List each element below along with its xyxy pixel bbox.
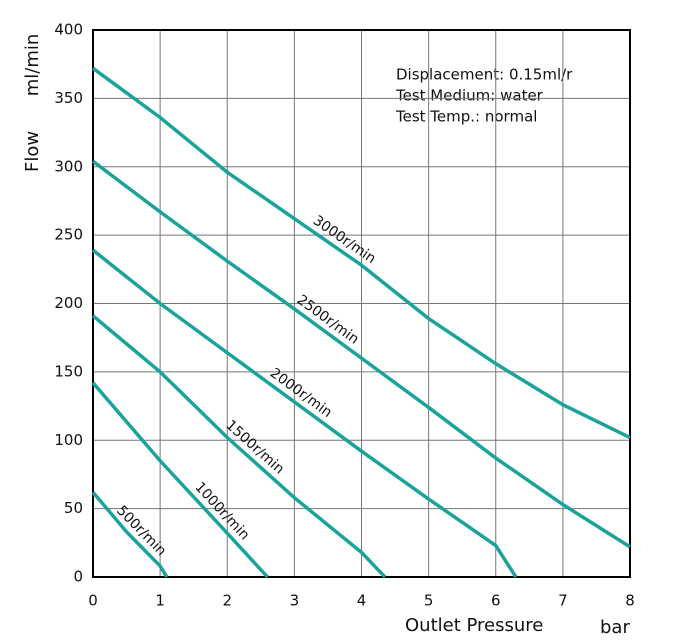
series-label: 500r/min bbox=[113, 503, 169, 560]
series-line bbox=[91, 248, 518, 578]
x-tick-label: 5 bbox=[424, 592, 434, 610]
y-tick-label: 350 bbox=[54, 89, 83, 107]
series-label: 2000r/min bbox=[267, 365, 335, 421]
x-tick-label: 0 bbox=[88, 592, 98, 610]
y-tick-label: 50 bbox=[64, 499, 83, 517]
annotation: Test Temp.: normal bbox=[395, 108, 537, 126]
x-axis-unit: bar bbox=[600, 617, 630, 638]
x-tick-label: 2 bbox=[222, 592, 232, 610]
series-line bbox=[91, 66, 631, 440]
x-axis-label: Outlet Pressure bbox=[405, 615, 543, 636]
annotation-box: Displacement: 0.15ml/r Test Medium: wate… bbox=[395, 66, 573, 126]
series-line bbox=[91, 381, 269, 579]
series-line bbox=[91, 159, 631, 549]
y-axis-unit: ml/min bbox=[22, 34, 43, 97]
series-label: 2500r/min bbox=[294, 292, 362, 348]
annotation: Displacement: 0.15ml/r bbox=[396, 66, 573, 84]
y-axis-label: Flow bbox=[22, 131, 43, 172]
x-tick-label: 7 bbox=[558, 592, 568, 610]
plot-border bbox=[92, 29, 631, 578]
y-tick-label: 100 bbox=[54, 431, 83, 449]
series-line bbox=[91, 314, 387, 579]
x-tick-label: 6 bbox=[491, 592, 501, 610]
x-tick-label: 3 bbox=[290, 592, 300, 610]
y-tick-label: 250 bbox=[54, 226, 83, 244]
annotation: Test Medium: water bbox=[395, 87, 544, 105]
y-tick-label: 200 bbox=[54, 294, 83, 312]
y-tick-label: 300 bbox=[54, 157, 83, 175]
y-tick-label: 0 bbox=[73, 568, 83, 586]
x-tick-label: 4 bbox=[357, 592, 367, 610]
series-label: 3000r/min bbox=[310, 213, 379, 267]
x-tick-label: 1 bbox=[155, 592, 165, 610]
series-label: 1500r/min bbox=[222, 417, 287, 477]
y-tick-label: 150 bbox=[54, 362, 83, 380]
y-tick-label: 400 bbox=[54, 21, 83, 39]
series-line bbox=[91, 491, 169, 578]
series-label: 1000r/min bbox=[191, 479, 252, 543]
x-tick-label: 8 bbox=[625, 592, 635, 610]
